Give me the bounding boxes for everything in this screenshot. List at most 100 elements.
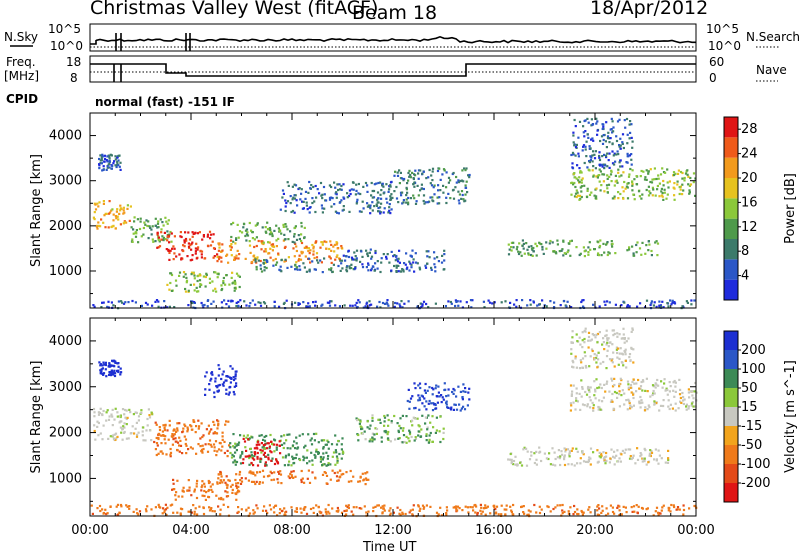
- data-cell: [401, 268, 404, 271]
- data-cell: [242, 226, 245, 229]
- data-cell: [574, 176, 577, 179]
- data-cell: [571, 181, 574, 184]
- data-cell: [305, 204, 308, 207]
- data-cell: [230, 456, 234, 459]
- data-cell: [599, 239, 602, 242]
- data-cell: [628, 154, 631, 157]
- data-cell: [644, 449, 647, 452]
- data-cell: [183, 239, 186, 242]
- data-cell: [445, 506, 448, 509]
- data-cell: [330, 205, 333, 208]
- data-cell: [568, 242, 571, 245]
- data-cell: [188, 238, 192, 241]
- data-cell: [643, 447, 646, 450]
- data-cell: [594, 336, 597, 339]
- data-cell: [425, 177, 428, 180]
- data-cell: [261, 469, 265, 472]
- data-cell: [257, 440, 260, 443]
- data-cell: [589, 406, 592, 409]
- data-region: [216, 469, 370, 486]
- data-cell: [371, 189, 374, 193]
- data-cell: [631, 245, 634, 248]
- data-cell: [340, 188, 343, 191]
- data-cell: [270, 440, 273, 443]
- data-cell: [652, 514, 655, 517]
- data-cell: [379, 270, 382, 274]
- data-cell: [148, 429, 152, 432]
- data-cell: [157, 239, 160, 242]
- data-cell: [156, 222, 160, 225]
- data-cell: [255, 265, 258, 269]
- data-cell: [99, 225, 102, 228]
- data-cell: [516, 463, 519, 466]
- data-cell: [425, 439, 428, 442]
- data-cell: [579, 186, 582, 189]
- data-cell: [545, 241, 548, 244]
- data-cell: [627, 175, 631, 178]
- data-cell: [432, 388, 435, 391]
- data-cell: [108, 155, 111, 158]
- data-cell: [649, 180, 652, 184]
- data-cell: [410, 435, 413, 439]
- data-cell: [405, 198, 408, 201]
- data-cell: [222, 370, 225, 373]
- data-cell: [201, 484, 204, 487]
- data-cell: [563, 454, 566, 457]
- data-cell: [292, 457, 296, 460]
- data-cell: [612, 154, 615, 157]
- data-cell: [399, 508, 402, 512]
- data-cell: [235, 238, 238, 241]
- data-cell: [657, 449, 660, 452]
- data-cell: [370, 269, 373, 272]
- data-cell: [357, 192, 360, 195]
- data-cell: [230, 254, 233, 257]
- data-cell: [383, 207, 386, 210]
- data-cell: [648, 454, 651, 457]
- data-cell: [188, 246, 191, 250]
- data-cell: [376, 504, 379, 507]
- data-cell: [366, 253, 369, 256]
- data-cell: [248, 305, 251, 308]
- data-cell: [641, 389, 644, 392]
- data-cell: [598, 451, 601, 454]
- data-cell: [178, 274, 181, 277]
- data-cell: [603, 251, 606, 254]
- data-cell: [599, 163, 602, 166]
- data-cell: [246, 231, 249, 234]
- data-cell: [442, 184, 445, 187]
- data-cell: [598, 399, 601, 402]
- data-cell: [107, 418, 111, 421]
- data-cell: [505, 504, 508, 507]
- data-cell: [323, 240, 326, 243]
- data-cell: [455, 300, 458, 303]
- data-cell: [603, 167, 606, 170]
- data-cell: [254, 224, 257, 227]
- data-cell: [610, 399, 613, 402]
- data-cell: [112, 373, 115, 376]
- data-cell: [125, 423, 128, 426]
- data-cell: [336, 254, 339, 257]
- data-cell: [102, 424, 105, 427]
- data-cell: [263, 250, 266, 253]
- data-cell: [629, 383, 633, 387]
- data-cell: [602, 242, 605, 245]
- data-cell: [259, 259, 262, 263]
- data-cell: [487, 299, 490, 302]
- data-cell: [590, 138, 593, 141]
- data-cell: [408, 400, 411, 403]
- data-cell: [327, 447, 330, 450]
- data-cell: [530, 245, 533, 248]
- data-cell: [309, 187, 312, 190]
- data-cell: [244, 234, 247, 238]
- data-cell: [213, 255, 216, 258]
- data-cell: [594, 390, 597, 393]
- noise-right-tick-top: 10^5: [706, 22, 739, 36]
- data-cell: [652, 389, 655, 393]
- data-cell: [114, 155, 117, 158]
- data-cell: [131, 238, 134, 241]
- data-cell: [280, 482, 283, 485]
- data-cell: [285, 299, 288, 302]
- data-cell: [445, 513, 448, 516]
- data-cell: [590, 118, 593, 121]
